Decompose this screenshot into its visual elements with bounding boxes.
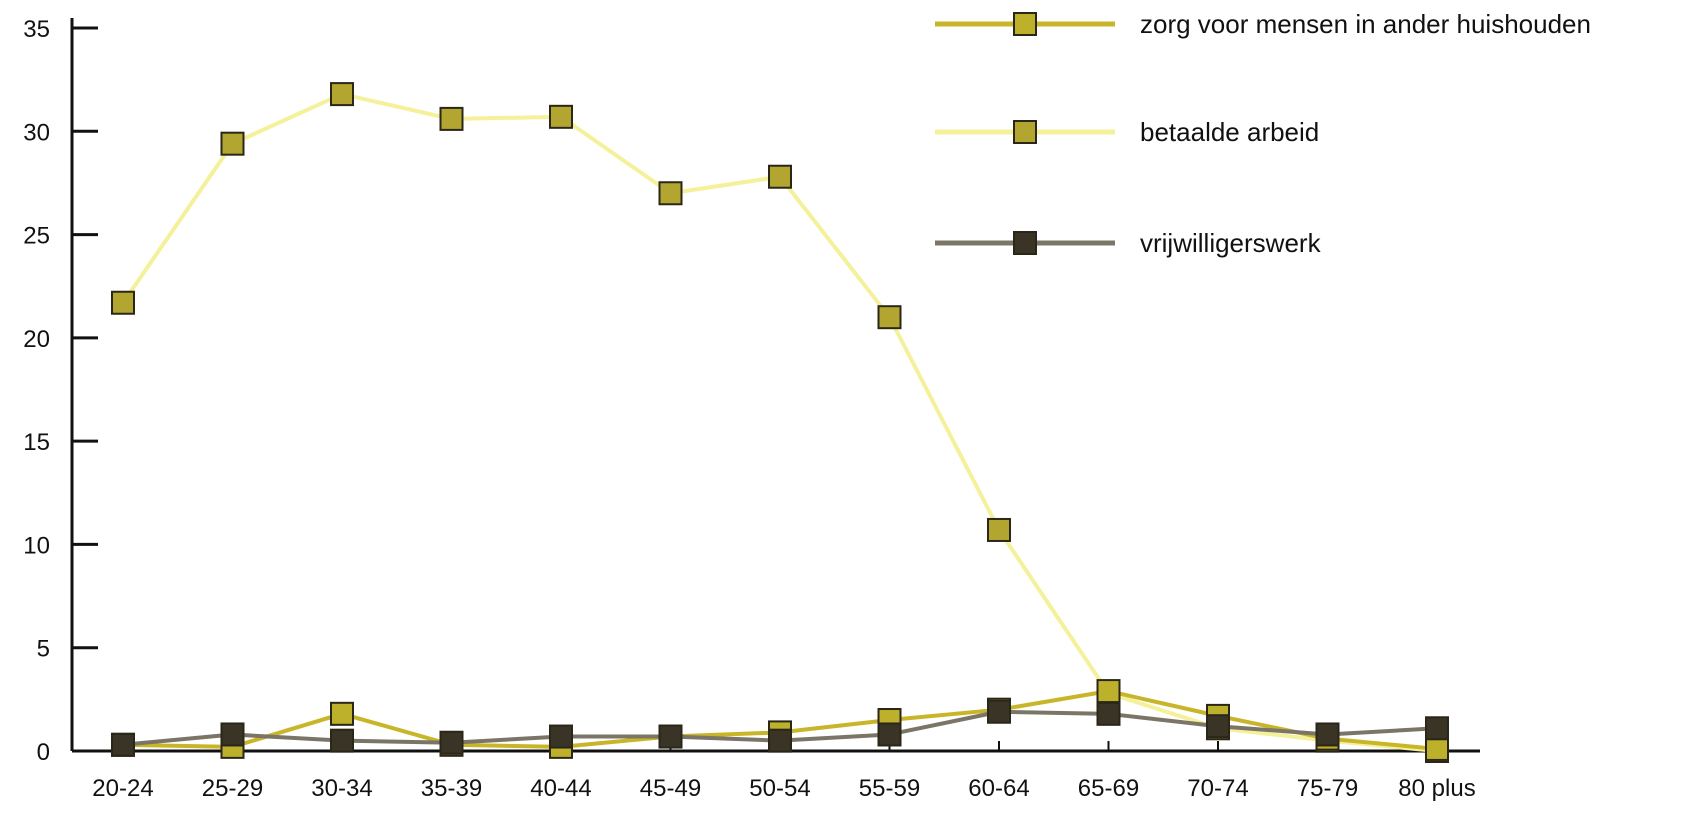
data-point — [330, 82, 354, 107]
y-tick-label: 10 — [23, 532, 50, 559]
data-point — [439, 106, 464, 131]
data-point — [220, 722, 245, 747]
data-point — [1315, 722, 1340, 747]
x-tick-label: 60-64 — [968, 775, 1029, 802]
legend-label: betaalde arbeid — [1140, 117, 1319, 147]
data-point — [439, 730, 464, 755]
y-tick-label: 15 — [23, 429, 50, 456]
x-tick-label: 30-34 — [311, 775, 372, 802]
series-2 — [111, 699, 1449, 757]
data-point — [658, 724, 683, 749]
x-tick-label: 35-39 — [421, 775, 482, 802]
data-point — [768, 164, 792, 189]
x-tick-label: 20-24 — [92, 775, 153, 802]
legend-label: vrijwilligerswerk — [1140, 228, 1322, 258]
series-1 — [111, 82, 1449, 763]
x-tick-label: 45-49 — [640, 775, 701, 802]
data-point — [220, 131, 245, 156]
data-point — [111, 732, 135, 757]
data-point — [1096, 701, 1121, 726]
data-point — [1206, 714, 1230, 739]
data-point — [330, 701, 354, 726]
data-point — [1425, 716, 1449, 741]
data-point — [549, 724, 573, 749]
x-tick-label: 25-29 — [202, 775, 263, 802]
x-tick-label: 80 plus — [1398, 775, 1475, 802]
legend-item: betaalde arbeid — [935, 117, 1319, 147]
legend-item: zorg voor mensen in ander huishouden — [935, 9, 1591, 39]
legend: zorg voor mensen in ander huishouden beta… — [935, 9, 1591, 258]
y-tick-label: 5 — [37, 636, 50, 663]
data-point — [877, 305, 902, 330]
x-ticks: 20-24 25-29 30-34 35-39 40-44 45-49 50-54 55-59… — [92, 741, 1476, 802]
data-point — [987, 517, 1011, 542]
x-tick-label: 65-69 — [1078, 775, 1139, 802]
data-point — [768, 728, 792, 753]
y-ticks: 0 5 10 15 20 25 30 35 — [23, 16, 98, 766]
data-point — [330, 728, 354, 753]
y-tick-label: 35 — [23, 16, 50, 43]
series-line — [121, 92, 1438, 753]
data-point — [111, 290, 135, 315]
data-point — [658, 181, 683, 206]
y-tick-label: 25 — [23, 223, 50, 250]
legend-swatch-marker — [1013, 231, 1037, 255]
y-tick-label: 0 — [37, 739, 50, 766]
data-point — [1425, 736, 1449, 761]
data-point — [1096, 679, 1121, 704]
legend-swatch-marker — [1013, 120, 1037, 144]
x-tick-label: 75-79 — [1297, 775, 1358, 802]
series — [111, 82, 1449, 763]
legend-label: zorg voor mensen in ander huishouden — [1140, 9, 1591, 39]
data-point — [877, 722, 902, 747]
x-tick-label: 40-44 — [530, 775, 591, 802]
y-tick-label: 20 — [23, 326, 50, 353]
legend-swatch-marker — [1013, 12, 1037, 36]
x-tick-label: 50-54 — [749, 775, 810, 802]
data-point — [549, 104, 573, 129]
legend-item: vrijwilligerswerk — [935, 228, 1322, 258]
data-point — [987, 699, 1011, 724]
y-tick-label: 30 — [23, 119, 50, 146]
x-tick-label: 70-74 — [1187, 775, 1248, 802]
x-tick-label: 55-59 — [859, 775, 920, 802]
